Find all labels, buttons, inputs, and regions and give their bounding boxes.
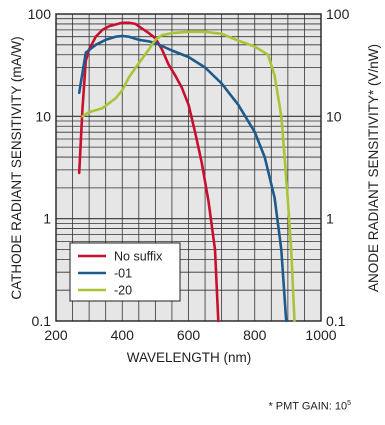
series-line-2 bbox=[81, 30, 296, 323]
y-tick-label-right: 100 bbox=[326, 6, 350, 22]
series-line-1 bbox=[77, 34, 288, 323]
y-tick-label-left: 1 bbox=[43, 211, 51, 227]
legend-label: No suffix bbox=[114, 250, 163, 264]
legend-label: -01 bbox=[114, 267, 132, 281]
y-axis-title-right: ANODE RADIANT SENSITIVITY* (V/nW) bbox=[366, 44, 381, 292]
y-tick-label-left: 100 bbox=[28, 6, 52, 22]
y-tick-label-right: 0.1 bbox=[326, 313, 346, 329]
x-tick-label: 400 bbox=[111, 327, 135, 343]
y-tick-label-right: 1 bbox=[326, 211, 334, 227]
x-axis-title: WAVELENGTH (nm) bbox=[127, 350, 252, 365]
footnote-text: * PMT GAIN: 10 bbox=[268, 400, 348, 413]
x-tick-label: 200 bbox=[44, 327, 68, 343]
y-tick-label-left: 10 bbox=[35, 108, 51, 124]
series-line-0 bbox=[77, 21, 220, 323]
y-tick-label-left: 0.1 bbox=[32, 313, 52, 329]
legend-label: -20 bbox=[114, 284, 132, 298]
x-tick-label: 800 bbox=[243, 327, 267, 343]
series-lines bbox=[77, 21, 296, 323]
y-tick-label-right: 10 bbox=[326, 108, 342, 124]
pmt-gain-footnote: * PMT GAIN: 105 bbox=[268, 400, 351, 413]
x-tick-label: 600 bbox=[177, 327, 201, 343]
y-tick-labels-right: 0.1 1 10 100 bbox=[326, 6, 350, 329]
y-axis-title-left: CATHODE RADIANT SENSITIVITY (mA/W) bbox=[9, 36, 24, 299]
x-tick-label: 1000 bbox=[305, 327, 336, 343]
footnote-exponent: 5 bbox=[347, 400, 351, 407]
y-tick-labels-left: 0.1 1 10 100 bbox=[28, 6, 52, 329]
legend: No suffix -01 -20 bbox=[69, 242, 181, 302]
plot-frame bbox=[55, 13, 322, 322]
x-tick-labels: 200 400 600 800 1000 bbox=[44, 327, 336, 343]
